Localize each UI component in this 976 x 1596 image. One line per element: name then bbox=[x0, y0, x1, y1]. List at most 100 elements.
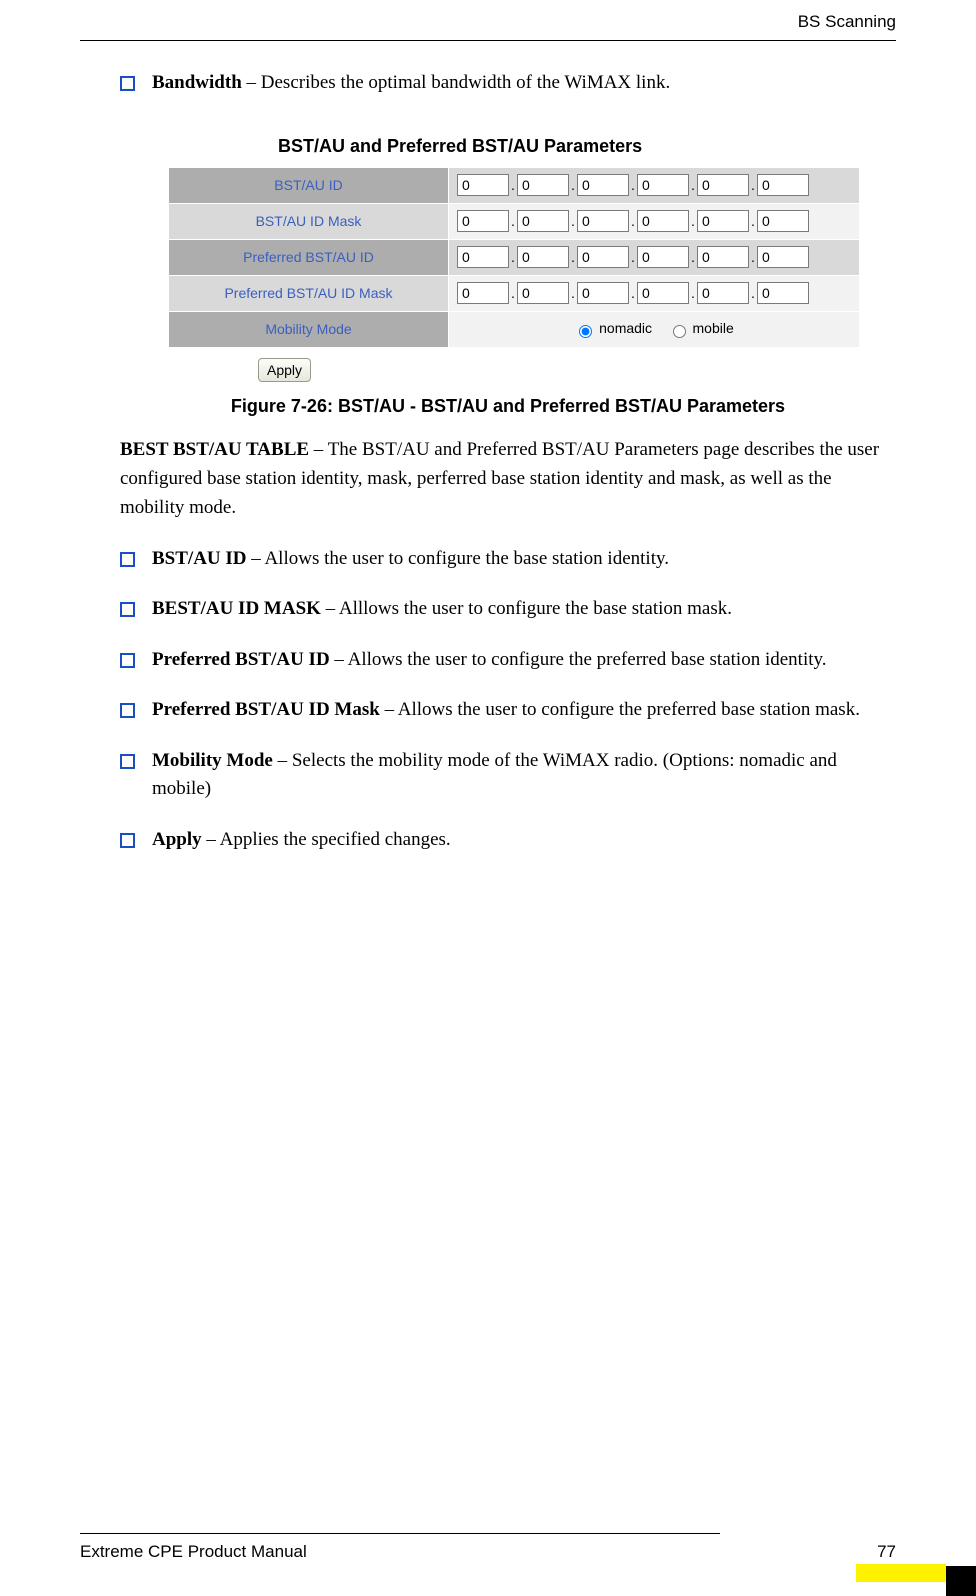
dot: . bbox=[629, 213, 637, 229]
row-value: ..... bbox=[449, 203, 860, 239]
bullet-term: BEST/AU ID MASK bbox=[152, 598, 321, 619]
octet-input[interactable] bbox=[637, 174, 689, 196]
footer-left: Extreme CPE Product Manual bbox=[80, 1542, 307, 1562]
radio-mobile[interactable] bbox=[673, 325, 686, 338]
octet-input[interactable] bbox=[517, 246, 569, 268]
bullet-term: Preferred BST/AU ID bbox=[152, 649, 330, 670]
octet-input[interactable] bbox=[757, 246, 809, 268]
bullet-term: Mobility Mode bbox=[152, 750, 273, 771]
bullet-item: Preferred BST/AU ID – Allows the user to… bbox=[120, 646, 896, 675]
bullet-desc: – Allows the user to configure the prefe… bbox=[380, 699, 860, 720]
table-row: Preferred BST/AU ID ..... bbox=[169, 239, 860, 275]
bullet-term: Bandwidth bbox=[152, 72, 242, 93]
octet-input[interactable] bbox=[697, 174, 749, 196]
octet-input[interactable] bbox=[577, 210, 629, 232]
octet-input[interactable] bbox=[757, 282, 809, 304]
dot: . bbox=[689, 213, 697, 229]
octet-input[interactable] bbox=[577, 282, 629, 304]
octet-input[interactable] bbox=[757, 174, 809, 196]
dot: . bbox=[689, 249, 697, 265]
dot: . bbox=[509, 249, 517, 265]
octet-input[interactable] bbox=[457, 246, 509, 268]
dot: . bbox=[569, 249, 577, 265]
radio-text: nomadic bbox=[599, 320, 652, 336]
bullet-desc: – Allows the user to configure the prefe… bbox=[330, 649, 827, 670]
row-label: Mobility Mode bbox=[169, 311, 449, 347]
octet-input[interactable] bbox=[637, 282, 689, 304]
bullet-item: Apply – Applies the specified changes. bbox=[120, 826, 896, 855]
para-term: BEST BST/AU TABLE bbox=[120, 439, 309, 460]
dot: . bbox=[509, 285, 517, 301]
octet-input[interactable] bbox=[637, 210, 689, 232]
intro-bullet-list: Bandwidth – Describes the optimal bandwi… bbox=[120, 69, 896, 98]
radio-nomadic[interactable] bbox=[579, 325, 592, 338]
apply-button[interactable]: Apply bbox=[258, 358, 311, 382]
page-number: 77 bbox=[877, 1542, 896, 1562]
row-value: ..... bbox=[449, 239, 860, 275]
radio-mobile-label[interactable]: mobile bbox=[668, 320, 734, 336]
corner-mark bbox=[856, 1562, 976, 1596]
bullet-term: Apply bbox=[152, 829, 202, 850]
row-value: ..... bbox=[449, 167, 860, 203]
row-label: BST/AU ID bbox=[169, 167, 449, 203]
footer: Extreme CPE Product Manual 77 bbox=[80, 1533, 896, 1562]
dot: . bbox=[749, 213, 757, 229]
bullet-item: Mobility Mode – Selects the mobility mod… bbox=[120, 747, 896, 804]
table-row: BST/AU ID ..... bbox=[169, 167, 860, 203]
figure-screenshot: BST/AU and Preferred BST/AU Parameters B… bbox=[168, 136, 896, 382]
corner-black bbox=[946, 1566, 976, 1596]
octet-input[interactable] bbox=[517, 210, 569, 232]
octet-input[interactable] bbox=[457, 174, 509, 196]
octet-input[interactable] bbox=[757, 210, 809, 232]
table-row: Preferred BST/AU ID Mask ..... bbox=[169, 275, 860, 311]
dot: . bbox=[629, 285, 637, 301]
dot: . bbox=[689, 285, 697, 301]
body-paragraph: BEST BST/AU TABLE – The BST/AU and Prefe… bbox=[120, 435, 896, 523]
dot: . bbox=[749, 285, 757, 301]
row-value: ..... bbox=[449, 275, 860, 311]
footer-rule bbox=[80, 1533, 720, 1534]
octet-input[interactable] bbox=[577, 174, 629, 196]
bullet-desc: – Alllows the user to configure the base… bbox=[321, 598, 732, 619]
param-table: BST/AU ID ..... BST/AU ID Mask ..... Pre… bbox=[168, 167, 860, 348]
bullet-desc: – Applies the specified changes. bbox=[202, 829, 451, 850]
row-label: Preferred BST/AU ID bbox=[169, 239, 449, 275]
dot: . bbox=[749, 177, 757, 193]
bullet-bandwidth: Bandwidth – Describes the optimal bandwi… bbox=[120, 69, 896, 98]
dot: . bbox=[569, 213, 577, 229]
octet-input[interactable] bbox=[697, 282, 749, 304]
table-row: BST/AU ID Mask ..... bbox=[169, 203, 860, 239]
dot: . bbox=[509, 213, 517, 229]
screenshot-title: BST/AU and Preferred BST/AU Parameters bbox=[278, 136, 896, 157]
dot: . bbox=[749, 249, 757, 265]
dot: . bbox=[569, 285, 577, 301]
octet-input[interactable] bbox=[637, 246, 689, 268]
octet-input[interactable] bbox=[457, 210, 509, 232]
row-label: BST/AU ID Mask bbox=[169, 203, 449, 239]
octet-input[interactable] bbox=[517, 282, 569, 304]
bullet-item: BST/AU ID – Allows the user to configure… bbox=[120, 545, 896, 574]
apply-row: Apply bbox=[258, 358, 896, 382]
main-bullet-list: BST/AU ID – Allows the user to configure… bbox=[120, 545, 896, 855]
octet-input[interactable] bbox=[697, 246, 749, 268]
dot: . bbox=[509, 177, 517, 193]
bullet-desc: – Describes the optimal bandwidth of the… bbox=[242, 72, 670, 93]
dot: . bbox=[629, 249, 637, 265]
octet-input[interactable] bbox=[517, 174, 569, 196]
dot: . bbox=[629, 177, 637, 193]
radio-nomadic-label[interactable]: nomadic bbox=[574, 320, 652, 336]
header-section: BS Scanning bbox=[80, 0, 896, 40]
octet-input[interactable] bbox=[457, 282, 509, 304]
octet-input[interactable] bbox=[577, 246, 629, 268]
row-label: Preferred BST/AU ID Mask bbox=[169, 275, 449, 311]
bullet-term: Preferred BST/AU ID Mask bbox=[152, 699, 380, 720]
table-row: Mobility Mode nomadic mobile bbox=[169, 311, 860, 347]
bullet-term: BST/AU ID bbox=[152, 548, 247, 569]
dot: . bbox=[569, 177, 577, 193]
header-rule bbox=[80, 40, 896, 41]
corner-yellow bbox=[856, 1564, 946, 1582]
dot: . bbox=[689, 177, 697, 193]
bullet-desc: – Allows the user to configure the base … bbox=[247, 548, 670, 569]
octet-input[interactable] bbox=[697, 210, 749, 232]
bullet-item: Preferred BST/AU ID Mask – Allows the us… bbox=[120, 696, 896, 725]
